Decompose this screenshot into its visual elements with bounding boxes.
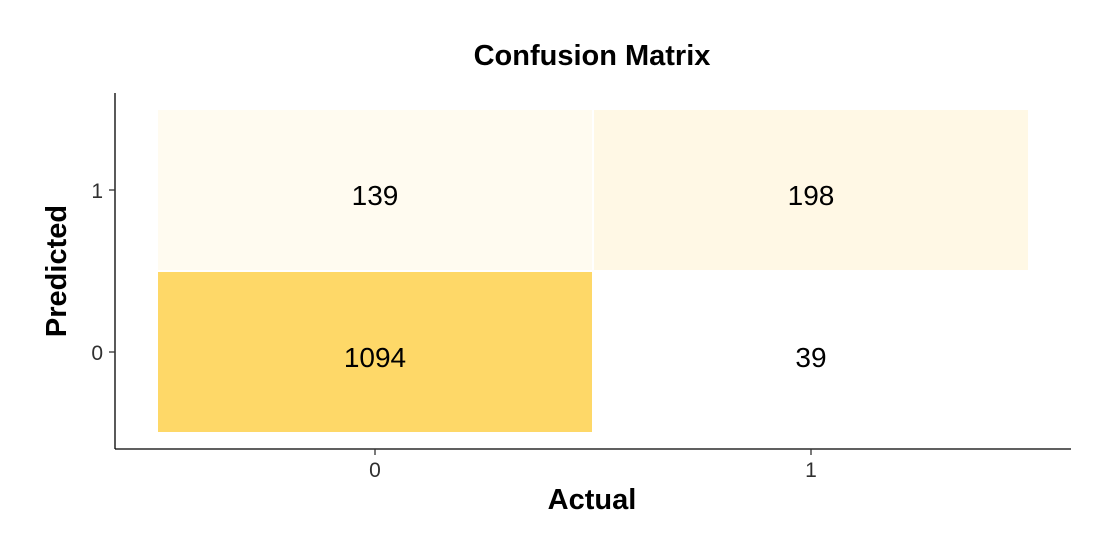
cell-value-actual-1-predicted-0: 39 bbox=[795, 342, 826, 373]
heatmap-cell-actual-0-predicted-0 bbox=[158, 272, 592, 432]
heatmap-cell-actual-1-predicted-0 bbox=[594, 272, 1028, 432]
heatmap-cell-actual-0-predicted-1 bbox=[158, 110, 592, 270]
chart-title: Confusion Matrix bbox=[474, 40, 711, 72]
heatmap-cell-actual-1-predicted-1 bbox=[594, 110, 1028, 270]
heatmap-cell-labels: 139 198 1094 39 bbox=[344, 180, 835, 373]
x-tick-label-1: 1 bbox=[805, 459, 817, 482]
cell-value-actual-0-predicted-1: 139 bbox=[352, 180, 399, 211]
y-axis-title: Predicted bbox=[41, 205, 73, 337]
y-axis-ticks: 01 bbox=[91, 180, 115, 365]
y-tick-label-0: 0 bbox=[91, 342, 103, 365]
cell-value-actual-0-predicted-0: 1094 bbox=[344, 342, 406, 373]
heatmap-cells bbox=[158, 110, 1028, 432]
x-tick-label-0: 0 bbox=[369, 459, 381, 482]
y-tick-label-1: 1 bbox=[91, 180, 103, 203]
x-axis-title: Actual bbox=[548, 484, 637, 516]
cell-value-actual-1-predicted-1: 198 bbox=[788, 180, 835, 211]
